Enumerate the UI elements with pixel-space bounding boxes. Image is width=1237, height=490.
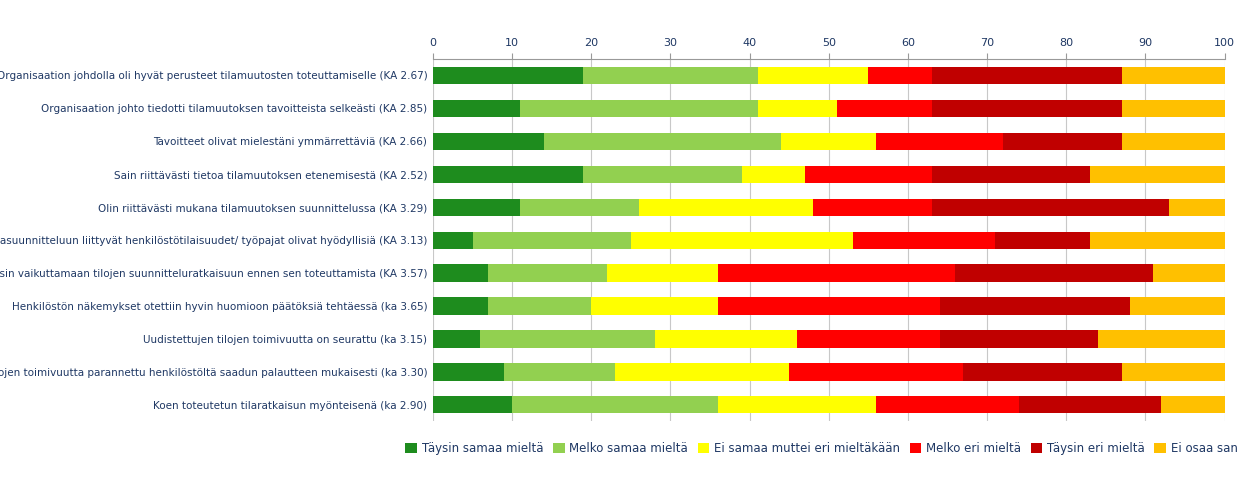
Bar	[789, 364, 964, 381]
Bar	[433, 166, 584, 183]
Bar	[654, 330, 797, 347]
Bar	[433, 99, 520, 117]
Bar	[1019, 396, 1162, 414]
Bar	[1122, 99, 1225, 117]
Bar	[433, 198, 520, 216]
Bar	[964, 364, 1122, 381]
Bar	[931, 198, 1169, 216]
Bar	[940, 330, 1098, 347]
Bar	[433, 297, 489, 315]
Bar	[1098, 330, 1225, 347]
Bar	[433, 133, 544, 150]
Bar	[512, 396, 717, 414]
Bar	[955, 265, 1153, 282]
Bar	[591, 297, 717, 315]
Bar	[868, 67, 931, 84]
Bar	[489, 297, 591, 315]
Bar	[1122, 364, 1225, 381]
Bar	[940, 297, 1129, 315]
Bar	[584, 67, 757, 84]
Bar	[433, 67, 584, 84]
Bar	[433, 396, 512, 414]
Bar	[931, 67, 1122, 84]
Bar	[480, 330, 654, 347]
Bar	[717, 396, 876, 414]
Bar	[876, 396, 1019, 414]
Bar	[1162, 396, 1225, 414]
Bar	[584, 166, 742, 183]
Bar	[876, 133, 1003, 150]
Bar	[931, 166, 1090, 183]
Bar	[520, 99, 757, 117]
Bar	[1090, 166, 1225, 183]
Bar	[757, 67, 868, 84]
Bar	[717, 265, 955, 282]
Bar	[813, 198, 931, 216]
Bar	[544, 133, 782, 150]
Bar	[1169, 198, 1225, 216]
Bar	[520, 198, 638, 216]
Bar	[1153, 265, 1225, 282]
Bar	[836, 99, 931, 117]
Bar	[931, 99, 1122, 117]
Bar	[615, 364, 789, 381]
Bar	[1122, 67, 1225, 84]
Bar	[852, 232, 995, 248]
Bar	[1122, 133, 1225, 150]
Bar	[742, 166, 805, 183]
Bar	[717, 297, 940, 315]
Bar	[757, 99, 836, 117]
Bar	[433, 330, 480, 347]
Bar	[995, 232, 1090, 248]
Bar	[489, 265, 607, 282]
Bar	[505, 364, 615, 381]
Bar	[638, 198, 813, 216]
Bar	[607, 265, 717, 282]
Bar	[1129, 297, 1225, 315]
Bar	[1090, 232, 1225, 248]
Bar	[797, 330, 940, 347]
Bar	[631, 232, 852, 248]
Bar	[433, 265, 489, 282]
Bar	[1003, 133, 1122, 150]
Bar	[805, 166, 931, 183]
Bar	[433, 232, 473, 248]
Legend: Täysin samaa mieltä, Melko samaa mieltä, Ei samaa muttei eri mieltäkään, Melko e: Täysin samaa mieltä, Melko samaa mieltä,…	[406, 442, 1237, 455]
Bar	[473, 232, 631, 248]
Bar	[433, 364, 505, 381]
Bar	[782, 133, 876, 150]
